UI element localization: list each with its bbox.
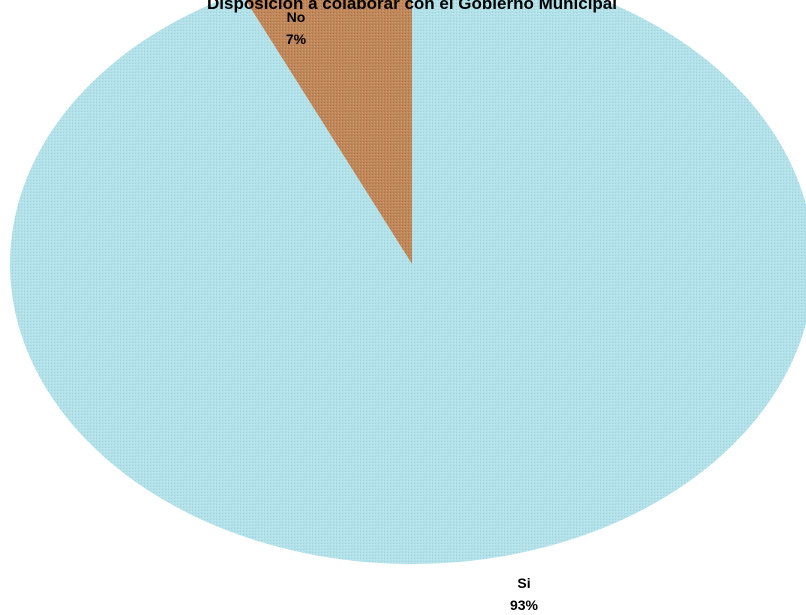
pie-slice-no [245,0,412,264]
pie-slice-si [10,0,806,564]
data-label-si-category: Si [517,575,530,591]
data-label-no-category: No [287,9,306,25]
data-label-no-percent: 7% [286,31,307,47]
chart-title: Disposición a colaborar con el Gobierno … [207,0,617,13]
data-label-si-percent: 93% [510,597,539,613]
